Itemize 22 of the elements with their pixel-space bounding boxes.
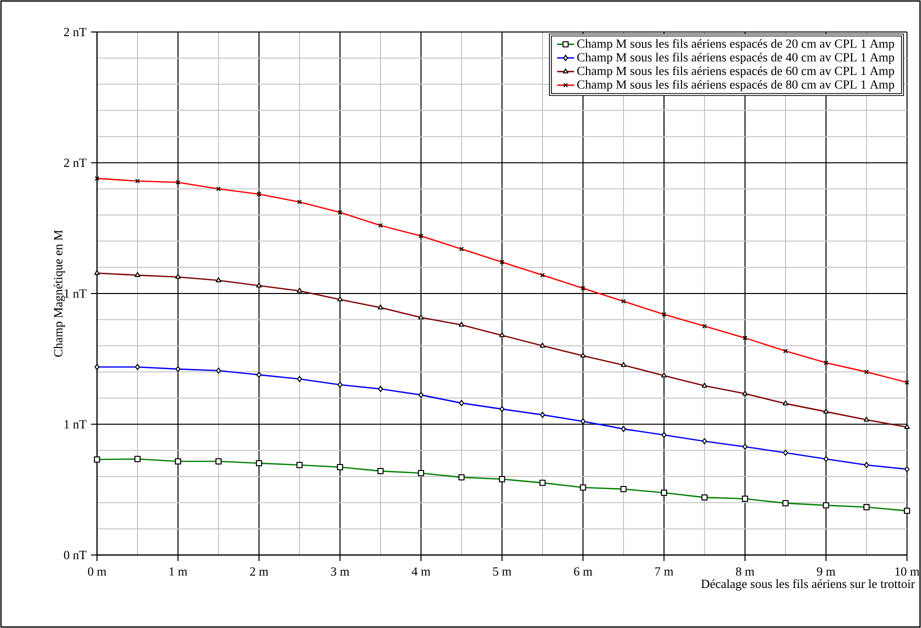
x-tick-label: 9 m	[816, 567, 836, 576]
legend-label: Champ M sous les fils aériens espacés de 60 cm av CPL 1 Amp	[577, 66, 894, 78]
x-tick-label: 2 m	[250, 567, 268, 576]
x-axis-title: Décalage sous les fils aériens sur le trottoir	[701, 579, 915, 591]
x-tick-label: 6 m	[574, 567, 592, 576]
y-tick-label: 0 nT	[64, 550, 86, 560]
x-tick-label: 3 m	[331, 567, 350, 576]
y-tick-label: 2 nT	[64, 158, 86, 167]
legend-label: Champ M sous les fils aériens espacés de 80 cm av CPL 1 Amp	[577, 80, 894, 92]
x-tick-label: 10 m	[895, 567, 920, 576]
x-tick-label: 1 m	[170, 567, 188, 576]
x-tick-label: 7 m	[655, 567, 674, 576]
legend-label: Champ M sous les fils aériens espacés de 40 cm av CPL 1 Amp	[577, 52, 894, 64]
legend-label: Champ M sous les fils aériens espacés de 20 cm av CPL 1 Amp	[577, 38, 894, 50]
x-tick-label: 8 m	[736, 567, 754, 576]
x-tick-label: 5 m	[493, 567, 512, 576]
y-tick-label: 2 nT	[64, 28, 86, 36]
x-tick-label: 0 m	[88, 567, 106, 576]
y-axis-title: Champ Magnétique en M	[54, 230, 65, 357]
y-tick-label: 1 nT	[64, 420, 86, 428]
x-tick-label: 4 m	[412, 567, 430, 576]
y-tick-label: 1 nT	[64, 289, 86, 298]
